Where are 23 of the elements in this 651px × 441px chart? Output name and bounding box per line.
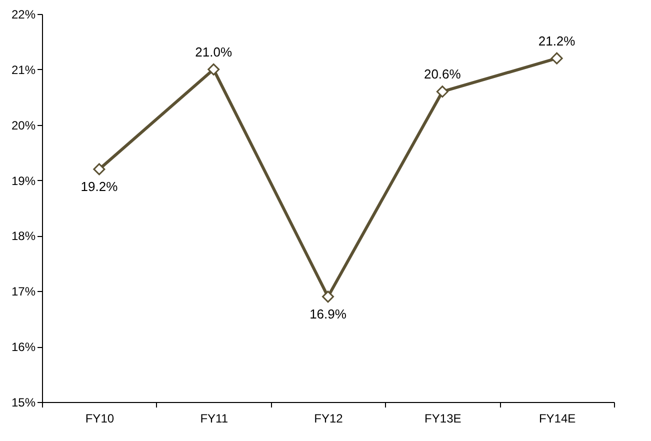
x-tick-label: FY13E — [424, 412, 462, 426]
text: 21.2% — [538, 33, 576, 48]
point — [208, 63, 220, 76]
y-tick-label: 19% — [11, 174, 36, 188]
text: 19.2% — [80, 179, 118, 194]
x-tick-label: FY14E — [538, 412, 576, 426]
text: 20.6% — [424, 66, 461, 82]
y-tick-label: 18% — [11, 229, 36, 244]
x-tick-label: FY11 — [200, 412, 228, 426]
y-tick-label: 17% — [11, 284, 36, 299]
y-tick-label: 22% — [11, 8, 36, 22]
y-tick-label: 20% — [11, 118, 36, 132]
point — [322, 290, 334, 303]
y-tick-label: 21% — [11, 62, 36, 77]
text: 21.0% — [195, 44, 232, 60]
x-tick-label: FY12 — [314, 412, 344, 426]
x-tick-label: FY10 — [85, 412, 114, 426]
y-tick-label: 16% — [11, 340, 36, 354]
point — [550, 52, 563, 64]
point — [436, 86, 448, 98]
point — [93, 163, 106, 176]
y-tick-label: 15% — [11, 396, 36, 410]
text: 16.9% — [310, 306, 346, 322]
